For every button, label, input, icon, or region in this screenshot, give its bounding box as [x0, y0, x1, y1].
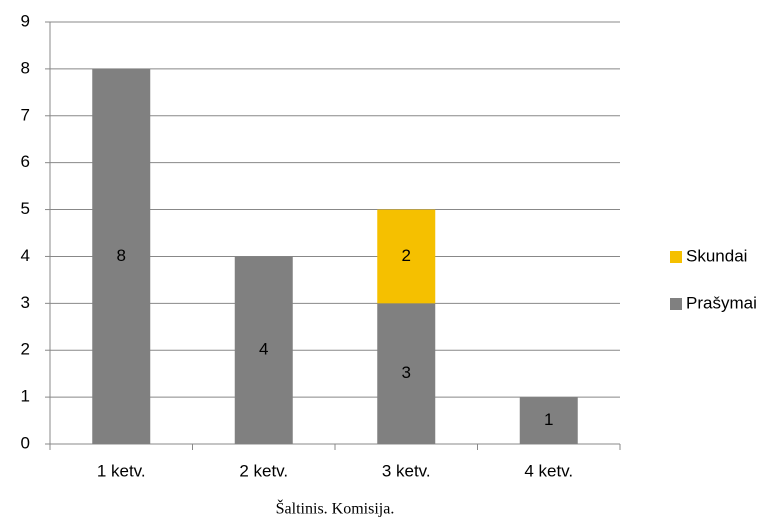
legend-label: Prašymai [686, 293, 757, 312]
x-tick-label: 2 ketv. [239, 461, 288, 480]
legend-swatch [670, 251, 682, 263]
data-label: 1 [544, 410, 553, 429]
bar-segment [234, 256, 293, 444]
x-tick-label: 1 ketv. [97, 461, 146, 480]
y-tick-label: 0 [21, 433, 30, 452]
x-tick-label: 4 ketv. [524, 461, 573, 480]
data-label: 2 [402, 246, 411, 265]
y-tick-label: 2 [21, 340, 30, 359]
bar-segment [377, 303, 436, 444]
bar-segment [519, 397, 578, 444]
legend-swatch [670, 298, 682, 310]
y-tick-label: 6 [21, 152, 30, 171]
y-tick-label: 7 [21, 105, 30, 124]
source-note: Šaltinis. Komisija. [276, 499, 395, 518]
y-tick-label: 1 [21, 387, 30, 406]
bar-segment [377, 209, 436, 304]
data-label: 4 [259, 340, 268, 359]
y-tick-label: 3 [21, 293, 30, 312]
y-tick-label: 5 [21, 199, 30, 218]
data-label: 8 [117, 246, 126, 265]
legend-label: Skundai [686, 246, 747, 265]
y-tick-label: 9 [21, 11, 30, 30]
y-tick-label: 8 [21, 58, 30, 77]
y-tick-label: 4 [21, 246, 30, 265]
x-tick-label: 3 ketv. [382, 461, 431, 480]
bar-segment [92, 68, 151, 444]
data-label: 3 [402, 363, 411, 382]
